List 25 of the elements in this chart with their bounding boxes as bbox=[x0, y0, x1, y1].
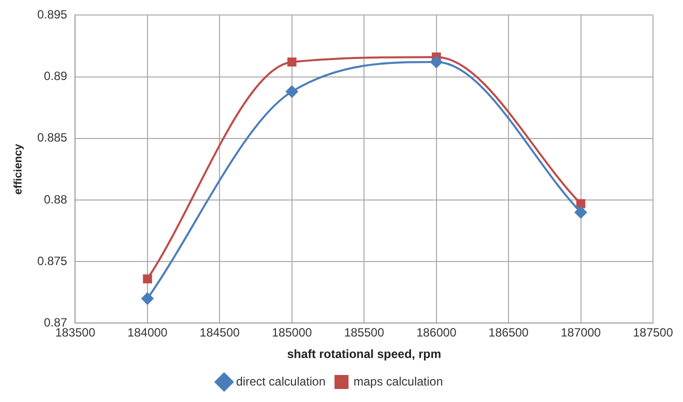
y-tick-label: 0.875 bbox=[37, 254, 68, 268]
x-tick-label: 183500 bbox=[55, 326, 96, 340]
x-tick-label: 186500 bbox=[488, 326, 529, 340]
x-tick-label: 184000 bbox=[127, 326, 168, 340]
point bbox=[430, 56, 442, 68]
point bbox=[141, 292, 154, 305]
legend-label: direct calculation bbox=[236, 374, 326, 388]
y-axis-title: efficiency bbox=[12, 142, 25, 195]
x-tick-label: 185500 bbox=[344, 326, 384, 340]
x-tick-label: 184500 bbox=[200, 326, 240, 340]
point bbox=[142, 274, 152, 284]
x-tick-label: 186000 bbox=[416, 326, 457, 340]
y-tick-label: 0.89 bbox=[44, 69, 68, 84]
x-tick-label: 185000 bbox=[272, 326, 312, 340]
x-tick-label: 187000 bbox=[560, 326, 602, 340]
point bbox=[286, 86, 298, 98]
y-tick-label: 0.895 bbox=[37, 8, 68, 22]
legend-label: maps calculation bbox=[354, 374, 443, 388]
y-tick-label: 0.885 bbox=[37, 130, 68, 145]
point bbox=[287, 57, 296, 67]
x-axis-title: shaft rotational speed, rpm bbox=[287, 347, 442, 362]
x-tick-label: 187500 bbox=[632, 326, 674, 340]
point bbox=[574, 206, 587, 218]
point bbox=[576, 199, 586, 208]
y-tick-label: 0.88 bbox=[44, 192, 68, 206]
